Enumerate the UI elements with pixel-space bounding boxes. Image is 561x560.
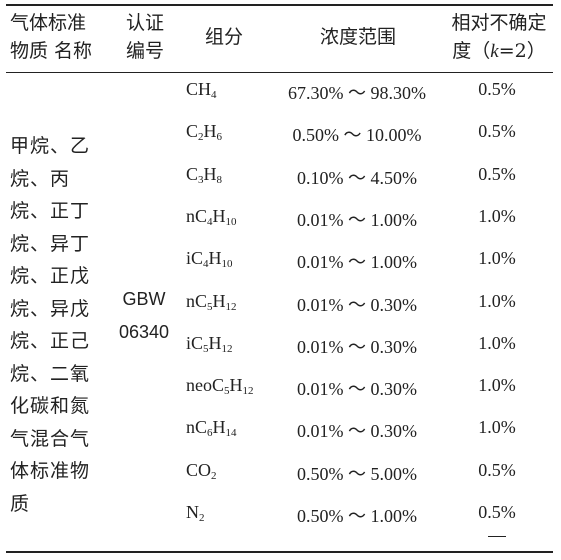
component-cell: iC4H10 <box>186 248 233 271</box>
cert-number-line: GBW <box>122 289 166 309</box>
range-cell: 0.01% ～ 1.00% <box>297 252 417 273</box>
component-cell: CO2 <box>186 459 217 482</box>
range-cell: 0.01% ～ 1.00% <box>297 209 417 230</box>
material-name-line: 质 <box>10 492 31 515</box>
uncertainty-cell: 1.0% <box>478 205 516 226</box>
table-row: iC4H10 0.01% ～ 1.00% 1.0% <box>0 244 561 286</box>
component-cell: neoC5H12 <box>186 375 254 398</box>
table-bottom-rule <box>6 551 553 553</box>
material-name-line: 烷、异丁 <box>10 232 91 255</box>
range-cell: 0.50% ～ 1.00% <box>297 506 417 526</box>
material-name-line: 烷、丙 <box>10 167 71 190</box>
material-name-line: 化碳和氮 <box>10 395 91 417</box>
material-name-line: 甲烷、乙 <box>10 135 91 157</box>
uncertainty-cell: 0.5% <box>478 459 516 480</box>
material-name-line: 烷、异戊 <box>10 297 91 320</box>
table-row: C2H6 0.50% ～ 10.00% 0.5% <box>0 117 561 159</box>
table-row: CH4 67.30% ～ 98.30% 0.5% <box>0 75 561 117</box>
table-row: nC6H14 0.01% ～ 0.30% 1.0% <box>0 413 561 455</box>
header-component: 组分 <box>204 26 243 48</box>
header-name-line2: 物质 名称 <box>10 40 93 62</box>
table-row: C3H8 0.10% ～ 4.50% 0.5% <box>0 160 561 202</box>
uncertainty-cell: 1.0% <box>478 248 516 269</box>
header-unc-suffix: =2） <box>498 40 546 62</box>
range-cell: 67.30% ～ 98.30% <box>288 83 426 103</box>
header-name: 气体标准 物质 名称 <box>10 9 110 65</box>
uncertainty-cell: 1.0% <box>478 417 516 438</box>
header-cert-line1: 认证 <box>125 12 164 34</box>
uncertainty-cell: 1.0% <box>478 332 516 353</box>
table-row: nC5H12 0.01% ～ 0.30% 1.0% <box>0 287 561 329</box>
range-cell: 0.01% ～ 0.30% <box>297 379 417 400</box>
header-cert: 认证 编号 <box>118 9 172 65</box>
material-name-line: 烷、正己 <box>10 330 91 352</box>
component-cell: N2 <box>186 502 205 524</box>
material-name-line: 烷、正戊 <box>10 265 91 287</box>
uncertainty-cell: 0.5% <box>478 502 516 522</box>
header-unc-line1: 相对不确定 <box>451 12 547 34</box>
header-uncertainty: 相对不确定 度（k=2） <box>440 9 558 66</box>
material-name-line: 烷、正丁 <box>10 200 91 222</box>
table-top-rule <box>6 4 553 6</box>
range-cell: 0.01% ～ 0.30% <box>297 336 417 357</box>
uncertainty-cell: 1.0% <box>478 375 516 396</box>
component-cell: C2H6 <box>186 121 223 144</box>
header-name-line1: 气体标准 <box>10 12 87 34</box>
component-cell: CH4 <box>186 79 217 101</box>
table-row: iC5H12 0.01% ～ 0.30% 1.0% <box>0 329 561 371</box>
range-cell: 0.01% ～ 0.30% <box>297 421 417 442</box>
component-cell: C3H8 <box>186 163 223 186</box>
uncertainty-cell: 1.0% <box>478 290 516 311</box>
cert-number-cell: GBW 06340 <box>114 283 174 349</box>
table-header-rule <box>6 72 553 73</box>
range-cell: 0.01% ～ 0.30% <box>297 294 417 315</box>
component-cell: nC6H14 <box>186 417 237 440</box>
cert-number-line: 06340 <box>118 322 170 342</box>
uncertainty-cell: 0.5% <box>478 79 516 99</box>
range-cell: 0.50% ～ 10.00% <box>292 125 422 146</box>
header-unc-k: k <box>490 41 499 62</box>
material-name-line: 气混合气 <box>10 427 91 450</box>
header-range: 浓度范围 <box>319 26 396 48</box>
uncertainty-cell: 0.5% <box>478 163 516 184</box>
range-cell: 0.10% ～ 4.50% <box>297 167 417 188</box>
range-cell: 0.50% ～ 5.00% <box>297 463 417 484</box>
uncertainty-cell: 0.5% <box>478 121 516 142</box>
component-cell: nC4H10 <box>186 205 237 228</box>
table-row: CO2 0.50% ～ 5.00% 0.5% <box>0 456 561 498</box>
component-cell: iC5H12 <box>186 332 233 355</box>
material-name-line: 体标准物 <box>10 460 91 482</box>
table-row: nC4H10 0.01% ～ 1.00% 1.0% <box>0 202 561 244</box>
table-row: neoC5H12 0.01% ～ 0.30% 1.0% <box>0 371 561 413</box>
trailing-dash <box>488 536 506 537</box>
component-cell: nC5H12 <box>186 290 237 313</box>
header-cert-line2: 编号 <box>125 40 164 62</box>
table-row: N2 0.50% ～ 1.00% 0.5% <box>0 498 561 540</box>
header-unc-line2: 度（k=2） <box>440 37 558 66</box>
material-name-cell: 甲烷、乙烷、丙烷、正丁烷、异丁烷、正戊烷、异戊烷、正己烷、二氧化碳和氮气混合气体… <box>10 130 110 520</box>
header-unc-prefix: 度（ <box>452 40 491 62</box>
material-name-line: 烷、二氧 <box>10 362 91 385</box>
